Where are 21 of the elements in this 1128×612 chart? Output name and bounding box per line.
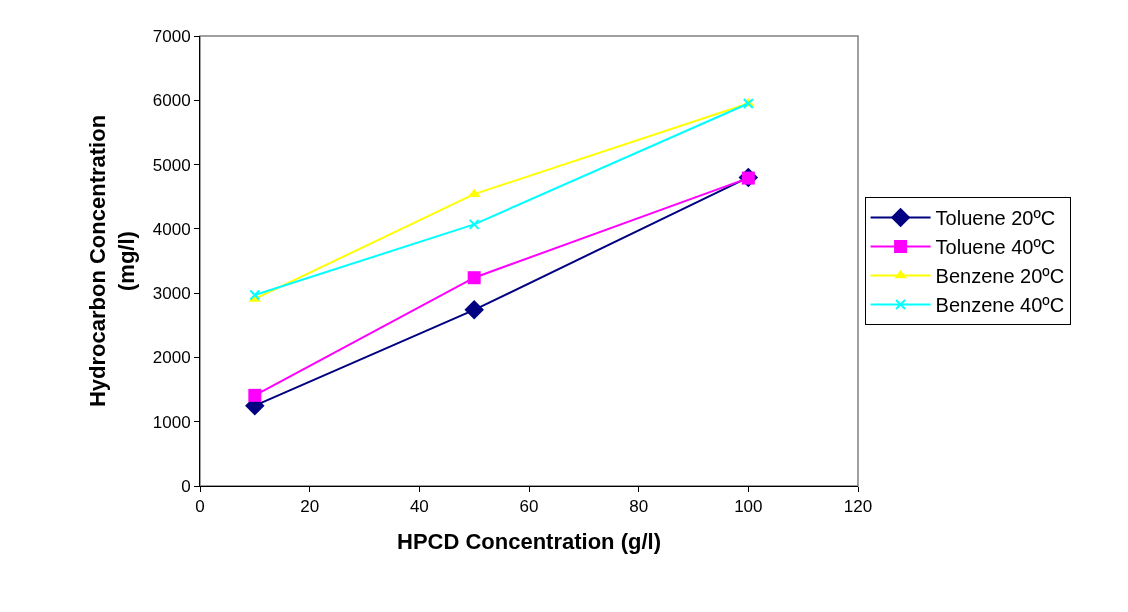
- y-tick-label: 6000: [152, 91, 191, 111]
- y-tick-label: 0: [181, 476, 191, 496]
- x-axis-title: HPCD Concentration (g/l): [397, 529, 661, 555]
- y-tick-label: 1000: [152, 412, 191, 432]
- legend-label: Benzene 40ºC: [935, 294, 1065, 317]
- x-tick-label: 40: [409, 497, 429, 517]
- legend-label: Toluene 20ºC: [935, 207, 1056, 230]
- legend-label: Toluene 40ºC: [935, 236, 1056, 259]
- x-tick-label: 100: [734, 497, 763, 517]
- y-tick-label: 4000: [152, 219, 191, 239]
- y-axis-title: Hydrocarbon Concentration (mg/l): [84, 114, 139, 408]
- y-tick-label: 5000: [152, 155, 191, 175]
- x-tick-label: 60: [519, 497, 539, 517]
- x-tick-label: 0: [195, 497, 205, 517]
- x-tick-label: 120: [843, 497, 873, 517]
- y-tick-label: 2000: [152, 348, 191, 368]
- x-tick-label: 80: [629, 497, 649, 517]
- legend-label: Benzene 20ºC: [935, 265, 1065, 288]
- y-tick-label: 7000: [152, 26, 191, 46]
- x-tick-label: 20: [300, 497, 320, 517]
- y-tick-label: 3000: [152, 284, 191, 304]
